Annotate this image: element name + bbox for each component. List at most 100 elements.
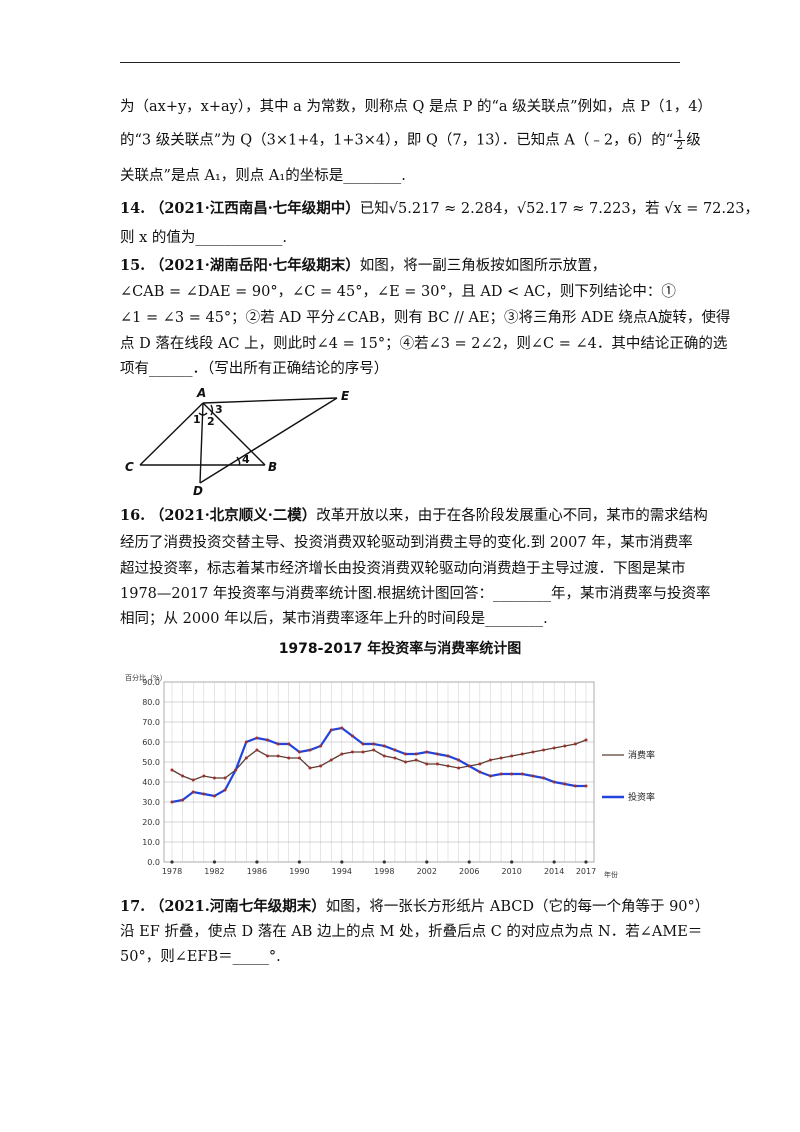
- data-point: [202, 792, 206, 796]
- data-point: [212, 776, 216, 780]
- x-tick-mark: [340, 860, 344, 864]
- data-point: [340, 752, 344, 756]
- data-point: [244, 756, 248, 760]
- data-point: [488, 758, 492, 762]
- data-point: [181, 774, 185, 778]
- data-point: [340, 726, 344, 730]
- q13-line3: 关联点”是点 A₁，则点 A₁的坐标是________.: [120, 168, 406, 184]
- data-point: [531, 774, 535, 778]
- x-tick-mark: [510, 860, 514, 864]
- q14-text1: 已知√5.217 ≈ 2.284，√52.17 ≈ 7.223，若 √x = 7…: [359, 201, 759, 217]
- x-tick-label: 2006: [459, 867, 479, 876]
- x-tick-mark: [552, 860, 556, 864]
- data-point: [573, 784, 577, 788]
- q16-line4: 1978—2017 年投资率与消费率统计图.根据统计图回答：________年，…: [120, 586, 711, 602]
- q17-line2: 沿 EF 折叠，使点 D 落在 AB 边上的点 M 处，折叠后点 C 的对应点为…: [120, 924, 703, 940]
- label-angle-3: 3: [215, 403, 223, 416]
- data-point: [542, 748, 546, 752]
- y-tick-label: 70.0: [142, 718, 160, 727]
- triangle-figure: A E C B D 1 2 3 4: [125, 386, 350, 498]
- series-line-consumption: [171, 739, 587, 781]
- label-angle-1: 1: [193, 413, 201, 426]
- data-point: [372, 748, 376, 752]
- x-tick-label: 1994: [332, 867, 352, 876]
- y-tick-label: 10.0: [142, 838, 160, 847]
- data-point: [414, 758, 418, 762]
- x-tick-label: 1978: [162, 867, 182, 876]
- x-tick-label: 2014: [544, 867, 564, 876]
- x-tick-mark: [297, 860, 301, 864]
- data-point: [350, 734, 354, 738]
- q17-text1: 如图，将一张长方形纸片 ABCD（它的每一个角等于 90°）: [325, 899, 710, 915]
- data-point: [446, 764, 450, 768]
- label-a: A: [196, 386, 206, 400]
- data-point: [223, 776, 227, 780]
- legend-label: 消费率: [628, 749, 655, 761]
- label-d: D: [193, 484, 203, 498]
- data-point: [297, 756, 301, 760]
- data-point: [170, 768, 174, 772]
- data-point: [552, 746, 556, 750]
- q15-line3: ∠1 = ∠3 = 45°；②若 AD 平分∠CAB，则有 BC // AE；③…: [120, 310, 731, 326]
- data-point: [191, 790, 195, 794]
- data-point: [329, 758, 333, 762]
- header-rule: [120, 62, 680, 63]
- data-point: [404, 752, 408, 756]
- q16-line1: 16. （2021·北京顺义·二模）改革开放以来，由于在各阶段发展重心不同，某市…: [120, 506, 708, 526]
- x-tick-mark: [255, 860, 259, 864]
- x-tick-mark: [382, 860, 386, 864]
- data-point: [414, 752, 418, 756]
- q16-text1: 改革开放以来，由于在各阶段发展重心不同，某市的需求结构: [316, 508, 708, 524]
- data-point: [308, 748, 312, 752]
- data-point: [350, 750, 354, 754]
- q17-number: 17.: [120, 898, 146, 915]
- y-tick-label: 50.0: [142, 758, 160, 767]
- q15-source: （2021·湖南岳阳·七年级期末）: [149, 257, 360, 274]
- data-point: [457, 766, 461, 770]
- x-tick-mark: [212, 860, 217, 864]
- data-point: [425, 750, 429, 754]
- q14-number: 14.: [120, 200, 146, 217]
- q16-line3: 超过投资率，标志着某市经济增长由投资消费双轮驱动向消费趋于主导过渡．下图是某市: [120, 561, 686, 577]
- data-point: [499, 772, 503, 776]
- data-point: [234, 768, 238, 772]
- q16-source: （2021·北京顺义·二模）: [149, 507, 317, 524]
- data-point: [542, 776, 546, 780]
- q17-source: （2021.河南七年级期末）: [149, 898, 326, 915]
- data-point: [361, 742, 365, 746]
- q14-line2: 则 x 的值为____________.: [120, 230, 288, 246]
- x-tick-mark: [170, 860, 174, 864]
- data-point: [287, 742, 291, 746]
- x-axis-label: 年份: [604, 870, 618, 879]
- x-tick-label: 2002: [417, 867, 437, 876]
- q17-line1: 17. （2021.河南七年级期末）如图，将一张长方形纸片 ABCD（它的每一个…: [120, 897, 709, 917]
- data-point: [361, 750, 365, 754]
- angle-arc-a: [198, 412, 208, 416]
- x-tick-label: 1990: [289, 867, 309, 876]
- angle-arc-a3: [210, 404, 214, 416]
- fraction-numerator: 1: [674, 128, 686, 141]
- data-point: [552, 780, 556, 784]
- y-tick-label: 20.0: [142, 818, 160, 827]
- data-point: [255, 748, 259, 752]
- q16-line2: 经历了消费投资交替主导、投资消费双轮驱动到消费主导的变化.到 2007 年，某市…: [120, 535, 693, 551]
- data-point: [212, 794, 216, 798]
- y-tick-label: 40.0: [142, 778, 160, 787]
- data-point: [435, 762, 439, 766]
- segment-ae: [202, 397, 338, 404]
- data-point: [244, 740, 248, 744]
- data-point: [308, 766, 312, 770]
- fraction-denominator: 2: [676, 139, 684, 152]
- segment-ca: [139, 402, 204, 466]
- y-tick-label: 0.0: [147, 858, 160, 867]
- data-point: [584, 784, 588, 788]
- angle-arc-4: [236, 456, 241, 466]
- label-c: C: [125, 460, 134, 474]
- q13-line1: 为（ax+y，x+ay），其中 a 为常数，则称点 Q 是点 P 的“a 级关联…: [120, 99, 712, 115]
- data-point: [478, 762, 482, 766]
- data-point: [563, 782, 567, 786]
- data-point: [584, 738, 588, 742]
- data-point: [520, 752, 524, 756]
- y-axis-label: 百分比（%）: [125, 673, 167, 682]
